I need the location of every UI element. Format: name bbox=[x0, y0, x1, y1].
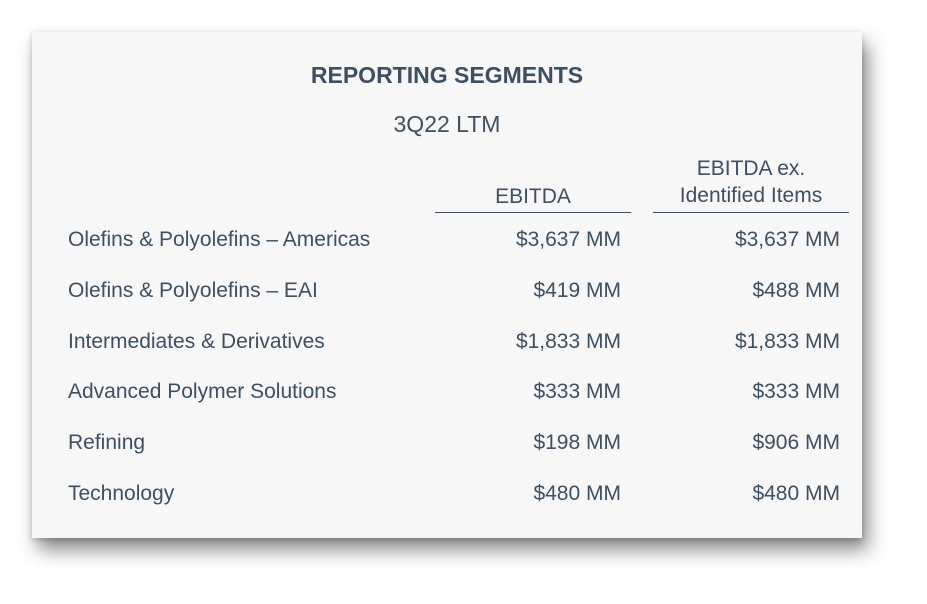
ebitda-ex-value: $488 MM bbox=[752, 279, 840, 302]
segment-name: Olefins & Polyolefins – EAI bbox=[68, 279, 318, 302]
segment-name: Olefins & Polyolefins – Americas bbox=[68, 228, 371, 251]
segment-name: Intermediates & Derivatives bbox=[68, 330, 325, 353]
ebitda-value: $419 MM bbox=[533, 279, 621, 302]
ebitda-value: $198 MM bbox=[533, 431, 621, 454]
ebitda-ex-value: $1,833 MM bbox=[734, 330, 840, 353]
ebitda-value: $480 MM bbox=[533, 482, 621, 505]
table-row: Technology $480 MM $480 MM bbox=[32, 479, 862, 509]
segment-name: Advanced Polymer Solutions bbox=[68, 380, 337, 403]
ebitda-ex-value: $333 MM bbox=[752, 380, 840, 403]
table-row: Refining $198 MM $906 MM bbox=[32, 428, 862, 458]
column-header-ebitda-ex: EBITDA ex. Identified Items bbox=[653, 155, 849, 209]
column-header-ebitda-ex-line2: Identified Items bbox=[679, 184, 823, 207]
page-title: REPORTING SEGMENTS bbox=[310, 62, 584, 88]
ebitda-value: $3,637 MM bbox=[515, 228, 621, 251]
ebitda-ex-value: $906 MM bbox=[752, 431, 840, 454]
table-row: Intermediates & Derivatives $1,833 MM $1… bbox=[32, 327, 862, 357]
ebitda-ex-value: $480 MM bbox=[752, 482, 840, 505]
table-row: Olefins & Polyolefins – Americas $3,637 … bbox=[32, 225, 862, 255]
reporting-segments-card: REPORTING SEGMENTS 3Q22 LTM EBITDA EBITD… bbox=[32, 32, 862, 538]
segment-name: Technology bbox=[68, 482, 175, 505]
column-rule-ebitda-ex bbox=[653, 212, 849, 213]
table-row: Olefins & Polyolefins – EAI $419 MM $488… bbox=[32, 276, 862, 306]
segment-name: Refining bbox=[68, 431, 146, 454]
column-header-ebitda-ex-line1: EBITDA ex. bbox=[696, 157, 806, 180]
ebitda-value: $333 MM bbox=[533, 380, 621, 403]
page-subtitle: 3Q22 LTM bbox=[393, 111, 501, 137]
column-header-ebitda: EBITDA bbox=[495, 185, 571, 208]
ebitda-value: $1,833 MM bbox=[515, 330, 621, 353]
table-row: Advanced Polymer Solutions $333 MM $333 … bbox=[32, 377, 862, 407]
column-rule-ebitda bbox=[435, 212, 631, 213]
ebitda-ex-value: $3,637 MM bbox=[734, 228, 840, 251]
